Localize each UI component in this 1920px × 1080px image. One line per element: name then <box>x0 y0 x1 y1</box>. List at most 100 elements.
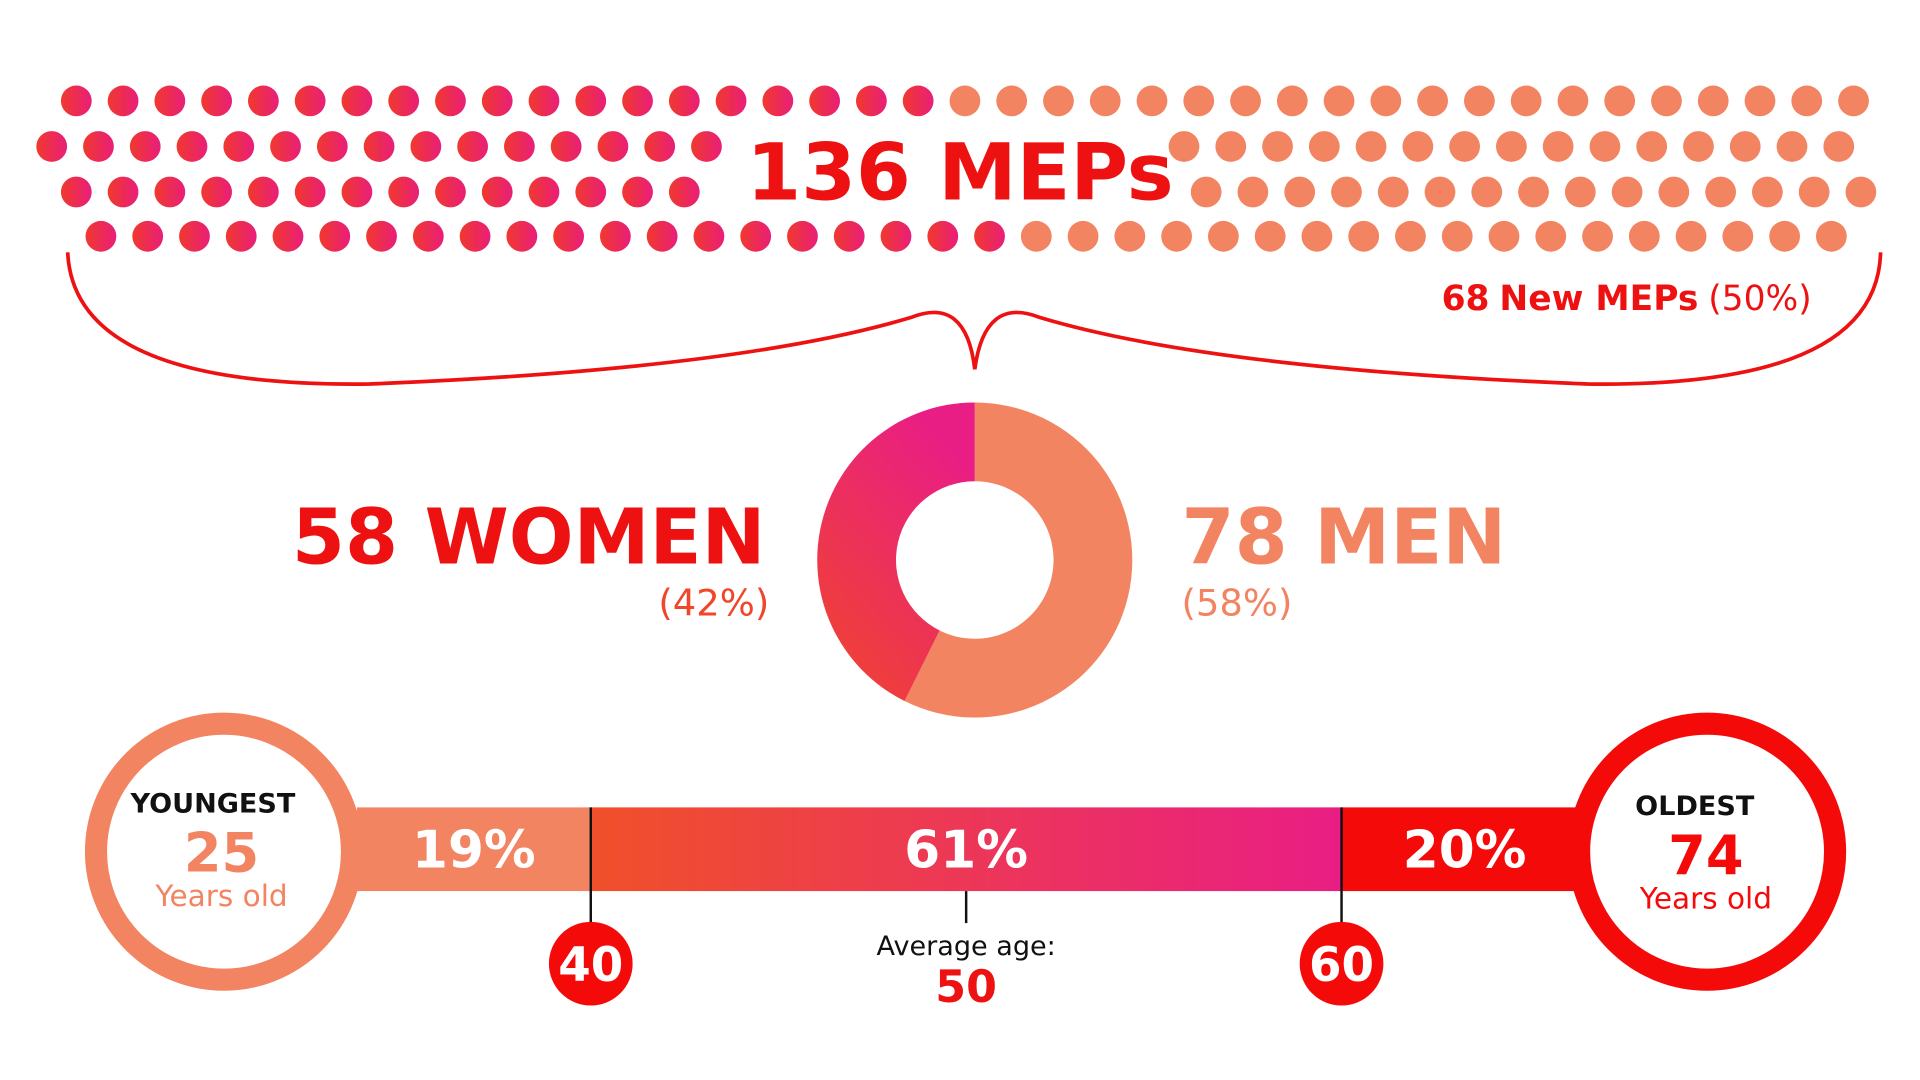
new-mep-dot <box>272 220 304 252</box>
youngest-label: YOUNGEST <box>129 788 295 819</box>
new-mep-dot <box>107 176 139 208</box>
new-mep-dot <box>412 220 444 252</box>
mep-dot <box>1136 85 1168 117</box>
new-mep-dot <box>481 176 513 208</box>
mep-dot <box>1402 131 1434 162</box>
mep-dot <box>1557 85 1589 117</box>
youngest-circle <box>84 712 364 991</box>
age-segment <box>356 807 591 892</box>
new-mep-dot <box>622 176 653 208</box>
total-label: MEPs <box>938 126 1173 218</box>
mep-dot <box>1604 85 1636 117</box>
new-meps: 68 New MEPs (50%) <box>1442 279 1812 319</box>
mep-dot <box>1348 220 1380 252</box>
bound-badge <box>1299 921 1384 1006</box>
new-mep-dot <box>341 85 373 117</box>
new-mep-dot <box>504 131 535 162</box>
bound-badge <box>548 921 633 1006</box>
mep-dot <box>1816 220 1847 252</box>
new-mep-dot <box>693 220 725 252</box>
mep-dot <box>1208 220 1239 252</box>
mep-dot <box>1395 220 1426 252</box>
new-mep-dot <box>435 176 466 208</box>
age-segment <box>1341 807 1588 892</box>
oldest-unit: Years old <box>1639 881 1772 915</box>
new-mep-dot <box>225 220 257 252</box>
new-mep-dot <box>201 176 232 208</box>
men-segment <box>904 402 1133 718</box>
new-mep-dot <box>856 85 887 117</box>
new-mep-dot <box>154 85 186 117</box>
women-segment <box>817 402 975 702</box>
mep-dot <box>1518 176 1549 208</box>
new-mep-dot <box>316 131 348 162</box>
brace <box>65 252 1883 386</box>
new-mep-dot <box>176 131 208 162</box>
mep-dot <box>1262 131 1293 162</box>
new-mep-dot <box>715 85 747 117</box>
youngest-unit: Years old <box>154 879 287 913</box>
mep-dot <box>1628 220 1660 252</box>
new-mep-dot <box>646 220 678 252</box>
new-mep-dot <box>575 85 607 117</box>
new-mep-dot <box>366 220 397 252</box>
new-mep-dot <box>36 131 68 162</box>
new-mep-dot <box>201 85 232 117</box>
new-mep-dot <box>60 85 92 117</box>
new-mep-dot <box>223 131 255 162</box>
mep-dot <box>1308 131 1340 162</box>
new-mep-dot <box>575 176 607 208</box>
mep-dot <box>1705 176 1736 208</box>
new-mep-dot <box>809 85 840 117</box>
mep-dot <box>1284 176 1316 208</box>
mep-dot <box>1424 176 1456 208</box>
age-segment <box>590 807 1342 892</box>
new-mep-dot <box>902 85 934 117</box>
new-mep-dot <box>787 220 818 252</box>
new-mep-dot <box>132 220 164 252</box>
mep-dot <box>1658 176 1690 208</box>
mep-dot <box>1276 85 1308 117</box>
new-mep-dot <box>60 176 92 208</box>
mep-dot <box>1449 131 1480 162</box>
mep-dot <box>1729 131 1761 162</box>
new-mep-dot <box>410 131 442 162</box>
new-mep-dot <box>622 85 653 117</box>
mep-dot <box>1683 131 1714 162</box>
new-mep-dot <box>974 220 1005 252</box>
mep-dot <box>1183 85 1215 117</box>
new-mep-dot <box>435 85 466 117</box>
mep-dot <box>1089 85 1121 117</box>
mep-dot <box>1776 131 1808 162</box>
mep-dot <box>1722 220 1754 252</box>
mep-dot <box>1370 85 1402 117</box>
mep-dot <box>1488 220 1520 252</box>
mep-dot <box>1823 131 1855 162</box>
new-mep-dot <box>179 220 210 252</box>
mep-dot <box>1636 131 1668 162</box>
men-share: (58%) <box>1182 581 1293 624</box>
new-mep-dot <box>341 176 373 208</box>
new-mep-dot <box>294 85 326 117</box>
new-mep-dot <box>762 85 794 117</box>
average-value: 50 <box>935 962 997 1013</box>
mep-dot <box>1215 131 1247 162</box>
new-mep-dot <box>927 220 959 252</box>
new-mep-dot <box>459 220 491 252</box>
new-mep-dot <box>597 131 629 162</box>
new-mep-dot <box>294 176 326 208</box>
new-mep-dot <box>319 220 351 252</box>
new-label: New MEPs <box>1499 279 1698 319</box>
new-mep-dot <box>107 85 139 117</box>
mep-dot <box>1355 131 1387 162</box>
new-count: 68 <box>1442 279 1490 319</box>
new-mep-dot <box>457 131 488 162</box>
mep-dot <box>1190 176 1222 208</box>
mep-dot <box>1752 176 1783 208</box>
mep-dot <box>1769 220 1800 252</box>
mep-dot <box>1254 220 1286 252</box>
new-mep-dot <box>668 176 700 208</box>
mep-dot <box>1564 176 1596 208</box>
mep-dots <box>36 85 1877 252</box>
